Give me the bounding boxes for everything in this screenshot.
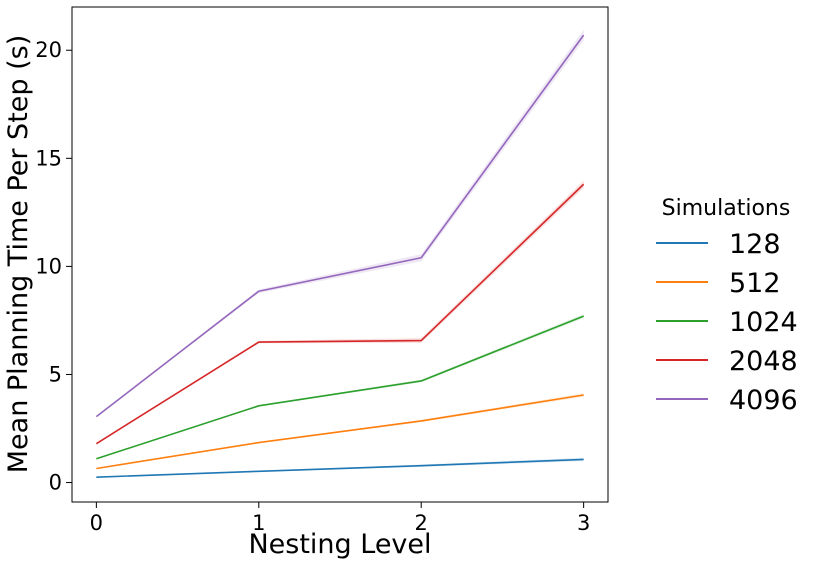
y-tick-label: 5	[49, 362, 62, 386]
y-tick-label: 0	[49, 471, 62, 495]
legend-title: Simulations	[662, 196, 791, 221]
y-axis-title: Mean Planning Time Per Step (s)	[3, 35, 34, 474]
x-tick-label: 1	[252, 511, 265, 535]
x-tick-label: 0	[90, 511, 103, 535]
x-tick-label: 3	[577, 511, 590, 535]
legend-label-2048: 2048	[729, 346, 798, 377]
series-1024-line	[96, 315, 584, 460]
x-axis-title: Nesting Level	[248, 529, 431, 560]
series-4096-band	[96, 29, 584, 417]
series-128-line	[96, 458, 584, 478]
legend-label-512: 512	[729, 268, 781, 299]
series-2048-line	[95, 183, 585, 445]
x-tick-label: 2	[415, 511, 428, 535]
series-2048-band	[96, 180, 584, 444]
y-tick-label: 10	[35, 254, 62, 278]
y-tick-label: 15	[35, 146, 62, 170]
y-axis: 0 5 10 15 20	[35, 38, 72, 495]
y-tick-label: 20	[35, 38, 62, 62]
series-512-line	[96, 394, 584, 470]
plot-frame	[71, 6, 609, 503]
x-axis: 0 1 2 3	[90, 502, 590, 535]
legend-label-128: 128	[729, 229, 781, 260]
series-1024-band	[96, 314, 584, 459]
legend-label-4096: 4096	[729, 385, 798, 416]
series-layer	[95, 29, 585, 478]
series-4096-line	[95, 34, 585, 418]
series-512-band	[96, 393, 584, 469]
legend: Simulations 128 512 1024 2048 4096	[656, 196, 798, 416]
legend-label-1024: 1024	[729, 307, 798, 338]
